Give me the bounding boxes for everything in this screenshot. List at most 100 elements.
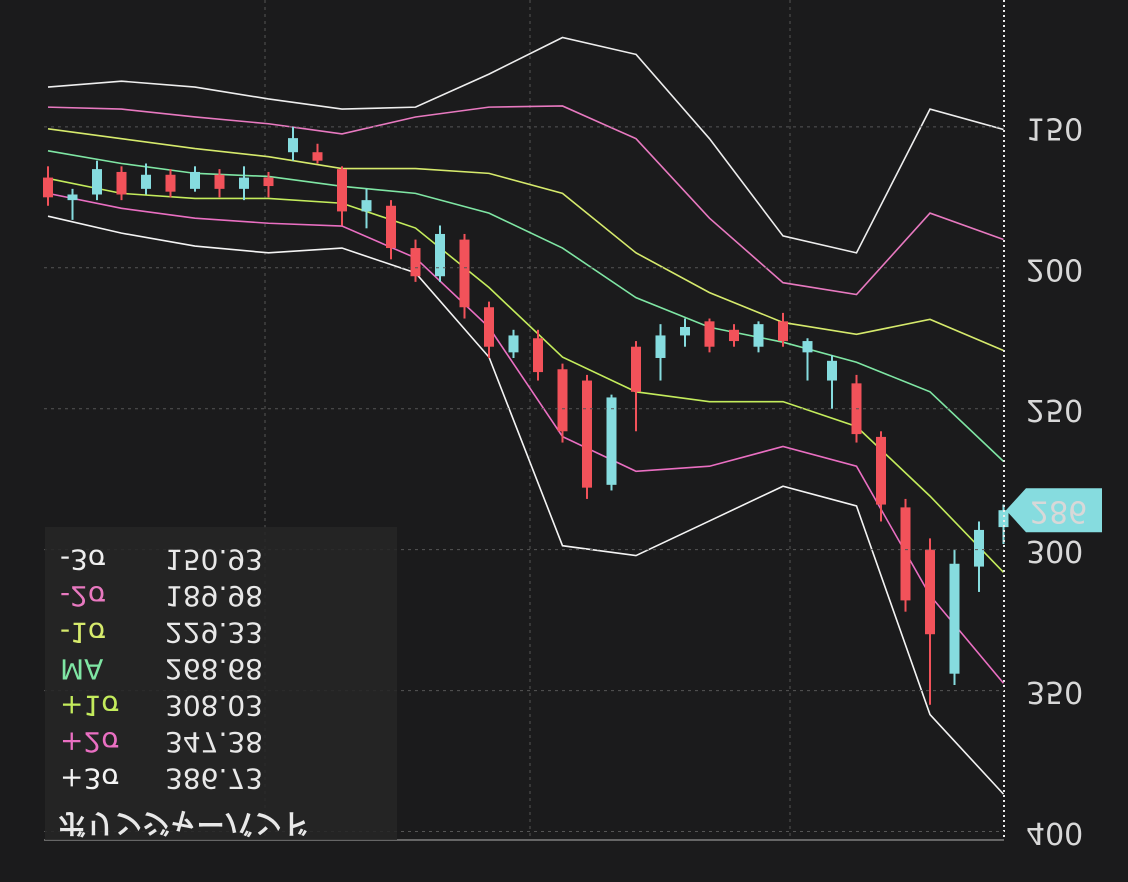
legend-value: 189.98 bbox=[165, 580, 263, 613]
legend-value-wrap: 229.33 bbox=[165, 616, 263, 649]
legend-name: +1σ bbox=[60, 689, 119, 722]
legend-name: MA bbox=[60, 653, 103, 686]
y-tick-label: 200 bbox=[1026, 251, 1083, 286]
y-tick-label: 250 bbox=[1026, 392, 1083, 427]
candles bbox=[43, 126, 1009, 705]
band-line bbox=[47, 177, 1005, 573]
legend-value-wrap: 308.03 bbox=[165, 689, 263, 722]
legend-name: -3σ bbox=[60, 543, 106, 576]
legend-name-wrap: -1σ bbox=[60, 616, 106, 649]
legend-name-wrap: +3σ bbox=[60, 762, 119, 795]
ticks: 100 150 200 250 300 350 400 bbox=[44, 0, 1083, 850]
candle-body bbox=[900, 507, 911, 601]
legend-value: 386.73 bbox=[165, 762, 263, 795]
candle-body bbox=[141, 174, 151, 189]
candle-body bbox=[386, 205, 396, 249]
candle-body bbox=[778, 321, 788, 342]
candle-body bbox=[92, 169, 102, 195]
legend-name-wrap: +1σ bbox=[60, 689, 119, 722]
y-tick-label-wrap: 100 bbox=[1026, 0, 1083, 4]
legend-value: 150.93 bbox=[165, 543, 263, 576]
candle-body bbox=[239, 177, 249, 189]
candle-body bbox=[43, 177, 53, 198]
y-tick-label: 100 bbox=[1026, 0, 1083, 4]
candle-body bbox=[704, 321, 715, 347]
price-tag: 286 bbox=[1006, 488, 1102, 533]
band-line bbox=[47, 150, 1005, 462]
legend-name: +2σ bbox=[60, 726, 119, 759]
candle-body bbox=[827, 360, 837, 381]
band-line bbox=[47, 36, 1004, 254]
legend: -3σ 150.93 -2σ 189.98 -1σ 229.33 MA 268.68 +1σ 30… bbox=[58, 543, 310, 840]
band-line bbox=[47, 192, 1005, 684]
candle-body bbox=[655, 335, 666, 358]
price-tag-label-wrap: 286 bbox=[1030, 494, 1087, 529]
candle-body bbox=[67, 194, 78, 201]
candle-body bbox=[729, 329, 739, 342]
y-tick-label-wrap: 200 bbox=[1026, 251, 1083, 286]
price-tag-label: 286 bbox=[1030, 494, 1087, 529]
candle-body bbox=[263, 177, 274, 187]
candle-body bbox=[459, 239, 470, 308]
candle-body bbox=[312, 152, 323, 161]
legend-name: -1σ bbox=[60, 616, 106, 649]
y-tick-label: 350 bbox=[1026, 674, 1083, 709]
legend-value: 347.38 bbox=[165, 726, 263, 759]
candle-body bbox=[753, 324, 764, 347]
candle-body bbox=[190, 171, 200, 189]
candle-body bbox=[925, 549, 935, 635]
legend-value: 229.33 bbox=[165, 616, 263, 649]
y-tick-label: 150 bbox=[1026, 110, 1083, 145]
legend-box bbox=[45, 527, 397, 840]
candle-body bbox=[974, 529, 984, 567]
legend-name-wrap: -3σ bbox=[60, 543, 106, 576]
candle-body bbox=[508, 335, 519, 353]
y-tick-label-wrap: 150 bbox=[1026, 110, 1083, 145]
candle-body bbox=[557, 369, 568, 432]
legend-value-wrap: 150.93 bbox=[165, 543, 263, 576]
candle-body bbox=[116, 171, 127, 195]
legend-name-wrap: -2σ bbox=[60, 580, 106, 613]
candle-body bbox=[802, 341, 813, 353]
candle-body bbox=[606, 397, 617, 485]
candle-body bbox=[680, 326, 690, 336]
legend-name-wrap: +2σ bbox=[60, 726, 119, 759]
price-tag-shape bbox=[1006, 488, 1102, 533]
legend-value-wrap: 189.98 bbox=[165, 580, 263, 613]
legend-name: -2σ bbox=[60, 580, 106, 613]
legend-value-wrap: 268.68 bbox=[165, 653, 263, 686]
band-line bbox=[47, 105, 1004, 296]
y-tick-label-wrap: 250 bbox=[1026, 392, 1083, 427]
y-tick-label: 400 bbox=[1026, 815, 1083, 850]
legend-value: 268.68 bbox=[165, 653, 263, 686]
band-line bbox=[47, 128, 1004, 352]
candle-body bbox=[361, 200, 372, 212]
legend-name-wrap: MA bbox=[60, 653, 103, 686]
y-tick-label-wrap: 300 bbox=[1026, 533, 1083, 568]
candle-body bbox=[582, 380, 592, 488]
bands bbox=[47, 36, 1005, 795]
candle-body bbox=[214, 174, 225, 189]
candle-body bbox=[435, 233, 445, 277]
candle-body bbox=[876, 436, 886, 505]
candle-body bbox=[484, 307, 494, 347]
legend-name: +3σ bbox=[60, 762, 119, 795]
y-tick-label-wrap: 400 bbox=[1026, 815, 1083, 850]
candle-body bbox=[288, 138, 298, 153]
candle-body bbox=[410, 248, 421, 277]
candle-body bbox=[998, 510, 1009, 528]
band-line bbox=[47, 215, 1005, 795]
legend-value-wrap: 347.38 bbox=[165, 726, 263, 759]
candle-body bbox=[533, 338, 543, 373]
candle-body bbox=[337, 169, 347, 212]
y-tick-label-wrap: 350 bbox=[1026, 674, 1083, 709]
legend-title-wrap: ボリンジャーバンド bbox=[58, 807, 310, 840]
candle-body bbox=[165, 174, 176, 192]
candle-body bbox=[949, 563, 960, 674]
legend-value: 308.03 bbox=[165, 689, 263, 722]
legend-title: ボリンジャーバンド bbox=[58, 807, 310, 840]
candle-body bbox=[631, 346, 641, 392]
y-tick-label: 300 bbox=[1026, 533, 1083, 568]
